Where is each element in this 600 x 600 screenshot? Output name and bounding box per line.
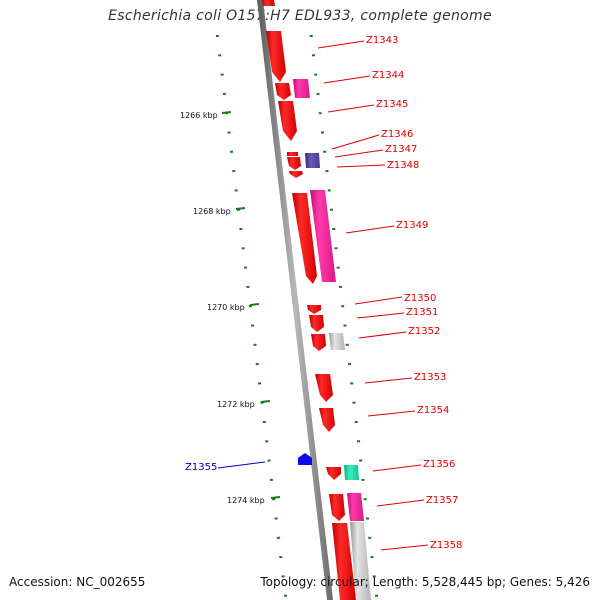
gene-z1356a-arrow[interactable] bbox=[326, 467, 341, 480]
leader-line bbox=[317, 40, 365, 49]
gene-z1355-arrow[interactable] bbox=[298, 453, 312, 465]
gene-label[interactable]: Z1348 bbox=[387, 160, 419, 171]
gene-z1358-arrow[interactable] bbox=[350, 522, 371, 600]
gene-z1354-arrow[interactable] bbox=[319, 408, 335, 432]
gene-z1345-arrow[interactable] bbox=[278, 101, 297, 141]
leader-line bbox=[376, 499, 425, 507]
kbp-major-tick bbox=[249, 303, 260, 306]
kbp-label: 1266 kbp bbox=[180, 111, 218, 120]
gene-label[interactable]: Z1351 bbox=[406, 307, 438, 318]
gene-label[interactable]: Z1357 bbox=[426, 495, 458, 506]
gene-label[interactable]: Z1344 bbox=[372, 70, 404, 81]
genome-backbone bbox=[257, 0, 333, 600]
leader-line bbox=[331, 134, 380, 150]
gene-z1358a-arrow[interactable] bbox=[332, 523, 356, 600]
leader-line bbox=[358, 331, 407, 339]
leader-line bbox=[367, 410, 416, 417]
leader-line bbox=[217, 461, 266, 469]
gene-z1357a-arrow[interactable] bbox=[329, 494, 345, 521]
gene-label[interactable]: Z1347 bbox=[385, 144, 417, 155]
leader-line bbox=[323, 75, 371, 84]
leader-line bbox=[356, 312, 405, 319]
gene-z1353-arrow[interactable] bbox=[315, 374, 333, 402]
kbp-label: 1268 kbp bbox=[193, 207, 231, 216]
gene-z1349a-arrow[interactable] bbox=[292, 193, 317, 284]
gene-z1342-arrow[interactable] bbox=[262, 0, 275, 6]
gene-z1346-arrow[interactable] bbox=[287, 152, 298, 156]
leader-line bbox=[380, 544, 429, 551]
leader-line bbox=[364, 377, 413, 384]
leader-line bbox=[372, 464, 422, 472]
kbp-label: 1272 kbp bbox=[217, 400, 255, 409]
gene-z1347-arrow[interactable] bbox=[305, 153, 320, 168]
accession-text: Accession: NC_002655 bbox=[9, 575, 146, 589]
gene-z1346b-arrow[interactable] bbox=[287, 157, 301, 170]
gene-z1350-arrow[interactable] bbox=[307, 305, 321, 314]
scale-ticks-right bbox=[309, 35, 378, 597]
gene-z1352-arrow[interactable] bbox=[329, 333, 345, 350]
kbp-major-tick bbox=[221, 111, 232, 114]
kbp-major-tick bbox=[260, 400, 271, 403]
gene-label[interactable]: Z1343 bbox=[366, 35, 398, 46]
genome-title: Escherichia coli O157:H7 EDL933, complet… bbox=[108, 8, 492, 24]
kbp-label: 1274 kbp bbox=[227, 496, 265, 505]
gene-label[interactable]: Z1354 bbox=[417, 405, 449, 416]
gene-z1345a-arrow[interactable] bbox=[275, 83, 291, 100]
gene-features bbox=[262, 0, 371, 600]
kbp-major-tick bbox=[235, 207, 246, 210]
gene-z1344-arrow[interactable] bbox=[293, 79, 310, 98]
gene-z1343-arrow[interactable] bbox=[266, 31, 286, 82]
gene-z1352a-arrow[interactable] bbox=[311, 334, 326, 351]
gene-label[interactable]: Z1346 bbox=[381, 129, 413, 140]
leader-line bbox=[336, 164, 386, 168]
genome-summary-text: Topology: circular; Length: 5,528,445 bp… bbox=[260, 575, 590, 589]
leader-line bbox=[334, 149, 384, 158]
leader-line bbox=[345, 225, 395, 234]
gene-z1351-arrow[interactable] bbox=[309, 315, 324, 332]
gene-label[interactable]: Z1353 bbox=[414, 372, 446, 383]
gene-label[interactable]: Z1349 bbox=[396, 220, 428, 231]
gene-label[interactable]: Z1345 bbox=[376, 99, 408, 110]
scale-ticks-left bbox=[215, 35, 287, 597]
gene-z1348-arrow[interactable] bbox=[289, 171, 303, 178]
gene-label[interactable]: Z1355 bbox=[185, 462, 217, 473]
leader-line bbox=[327, 104, 375, 113]
gene-label[interactable]: Z1350 bbox=[404, 293, 436, 304]
kbp-scale: 1266 kbp 1268 kbp 1270 kbp 1272 kbp 1274… bbox=[180, 111, 281, 505]
gene-z1349-arrow[interactable] bbox=[310, 190, 336, 282]
kbp-label: 1270 kbp bbox=[207, 303, 245, 312]
gene-label[interactable]: Z1352 bbox=[408, 326, 440, 337]
leader-line bbox=[354, 296, 403, 305]
gene-z1357-arrow[interactable] bbox=[347, 493, 364, 521]
gene-z1356-arrow[interactable] bbox=[344, 465, 359, 480]
gene-labels: Z1343 Z1344 Z1345 Z1346 Z1347 Z1348 Z134… bbox=[185, 35, 462, 551]
gene-label[interactable]: Z1356 bbox=[423, 459, 455, 470]
gene-label[interactable]: Z1358 bbox=[430, 540, 462, 551]
kbp-major-tick bbox=[270, 496, 281, 499]
